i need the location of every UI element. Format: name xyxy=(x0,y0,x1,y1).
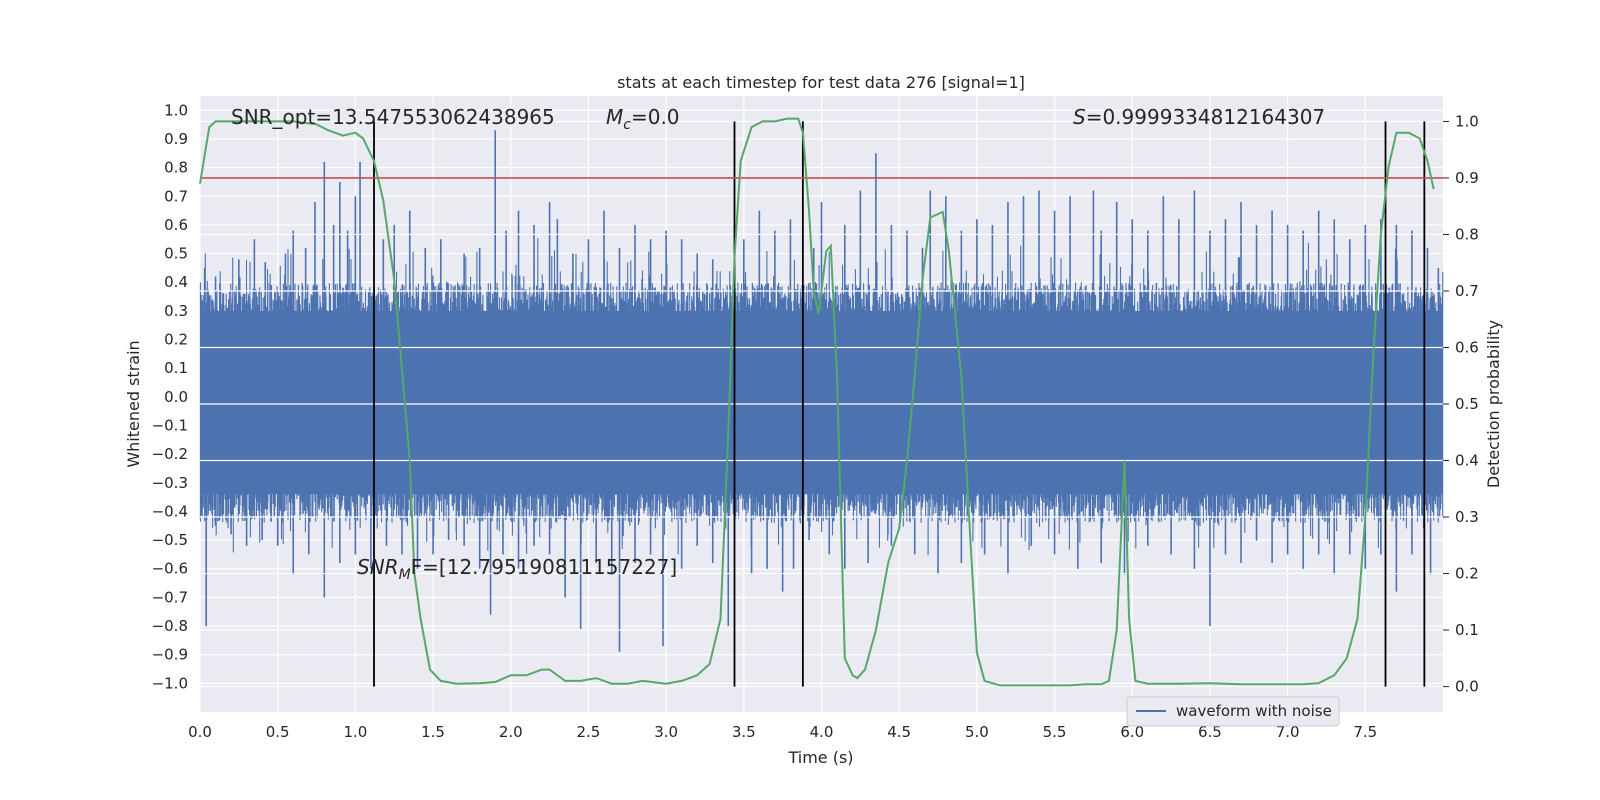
legend-box xyxy=(1126,696,1340,727)
waveform-line xyxy=(199,238,1444,556)
y2-tick-label: 0.2 xyxy=(1455,565,1479,583)
x-tick-label: 6.0 xyxy=(1120,723,1144,741)
probability-line xyxy=(199,117,1435,687)
y-tick-label: 0.2 xyxy=(164,331,188,349)
x-tick-label: 0.0 xyxy=(188,723,212,741)
x-axis-label: Time (s) xyxy=(787,748,853,767)
y2-tick-label: 0.4 xyxy=(1455,452,1479,470)
x-tick-label: 4.5 xyxy=(887,723,911,741)
waveform-series xyxy=(199,130,1444,652)
y-tick-label: 0.4 xyxy=(164,273,188,291)
segment-boundaries xyxy=(373,121,1426,687)
y-tick-label: 0.1 xyxy=(164,359,188,377)
annotation-s: S=0.9999334812164307 xyxy=(1073,105,1325,129)
y2-tick-label: 0.7 xyxy=(1455,282,1479,300)
y2-tick-label: 0.3 xyxy=(1455,508,1479,526)
y-tick-label: 0.7 xyxy=(164,187,188,205)
annotation-mc-value: =0.0 xyxy=(631,105,680,129)
chart-title: stats at each timestep for test data 276… xyxy=(617,73,1025,92)
y-tick-label: 0.5 xyxy=(164,245,188,263)
y2-axis-label: Detection probability xyxy=(1484,320,1503,488)
annotation-s-symbol: S xyxy=(1073,105,1086,129)
y-tick-label: 0.8 xyxy=(164,159,188,177)
annotation-mc-symbol: M xyxy=(606,105,623,129)
x-tick-label: 5.5 xyxy=(1043,723,1067,741)
legend: waveform with noise xyxy=(1126,696,1340,727)
annotation-s-value: =0.9999334812164307 xyxy=(1086,105,1325,129)
y2-tick-label: 0.0 xyxy=(1455,678,1479,696)
y-axis-label: Whitened strain xyxy=(124,340,143,467)
y-tick-label: −0.7 xyxy=(152,588,188,606)
x-tick-label: 1.5 xyxy=(421,723,445,741)
y-tick-label: −0.6 xyxy=(152,560,188,578)
y-tick-label: 0.0 xyxy=(164,388,188,406)
x-tick-label: 5.0 xyxy=(965,723,989,741)
y-tick-label: −0.8 xyxy=(152,617,188,635)
annotation-snrmf-value: F=[12.795190811157227] xyxy=(411,555,678,579)
y-tick-label: 0.6 xyxy=(164,216,188,234)
y-tick-label: 1.0 xyxy=(164,101,188,119)
x-axis: 0.0 0.5 1.0 1.5 2.0 2.5 3.0 3.5 4.0 4.5 5.0 5.5 6.0 6… xyxy=(188,723,1377,741)
y-tick-label: −1.0 xyxy=(152,674,188,692)
probability-series xyxy=(199,117,1435,687)
x-tick-label: 6.5 xyxy=(1198,723,1222,741)
x-tick-label: 7.5 xyxy=(1353,723,1377,741)
y-tick-label: −0.5 xyxy=(152,531,188,549)
y-tick-label: −0.9 xyxy=(152,646,188,664)
y2-tick-label: 0.8 xyxy=(1455,225,1479,243)
y2-tick-label: 0.1 xyxy=(1455,621,1479,639)
annotation-snr-opt: SNR_opt=13.547553062438965 xyxy=(231,105,555,129)
annotation-snr-mf: SNRMF=[12.795190811157227] xyxy=(357,555,677,583)
y2-tick-label: 0.6 xyxy=(1455,338,1479,356)
x-tick-label: 0.5 xyxy=(266,723,290,741)
y-tick-label: −0.4 xyxy=(152,502,188,520)
y-tick-label: 0.3 xyxy=(164,302,188,320)
x-tick-label: 1.0 xyxy=(343,723,367,741)
y-axis-left: 1.0 0.9 0.8 0.7 0.6 0.5 0.4 0.3 0.2 0.1 0.0 −0.1 −0.… xyxy=(152,101,188,692)
annotation-snrmf-symbol: SNR xyxy=(357,555,399,579)
y2-tick-label: 0.5 xyxy=(1455,395,1479,413)
x-tick-label: 7.0 xyxy=(1276,723,1300,741)
y-tick-label: −0.3 xyxy=(152,474,188,492)
x-tick-label: 3.5 xyxy=(732,723,756,741)
annotation-mc-subscript: c xyxy=(623,117,631,133)
legend-entry: waveform with noise xyxy=(1176,702,1332,720)
x-tick-label: 2.0 xyxy=(499,723,523,741)
x-tick-label: 4.0 xyxy=(810,723,834,741)
y-tick-label: −0.2 xyxy=(152,445,188,463)
annotation-mc: Mc=0.0 xyxy=(606,105,680,133)
x-tick-label: 2.5 xyxy=(577,723,601,741)
y2-tick-label: 1.0 xyxy=(1455,112,1479,130)
y-axis-right: 1.0 0.9 0.8 0.7 0.6 0.5 0.4 0.3 0.2 0.1 0.0 xyxy=(1443,112,1479,696)
y-tick-label: 0.9 xyxy=(164,130,188,148)
y-tick-label: −0.1 xyxy=(152,416,188,434)
annotation-snrmf-subscript: M xyxy=(399,567,411,583)
x-tick-label: 3.0 xyxy=(654,723,678,741)
y2-tick-label: 0.9 xyxy=(1455,169,1479,187)
